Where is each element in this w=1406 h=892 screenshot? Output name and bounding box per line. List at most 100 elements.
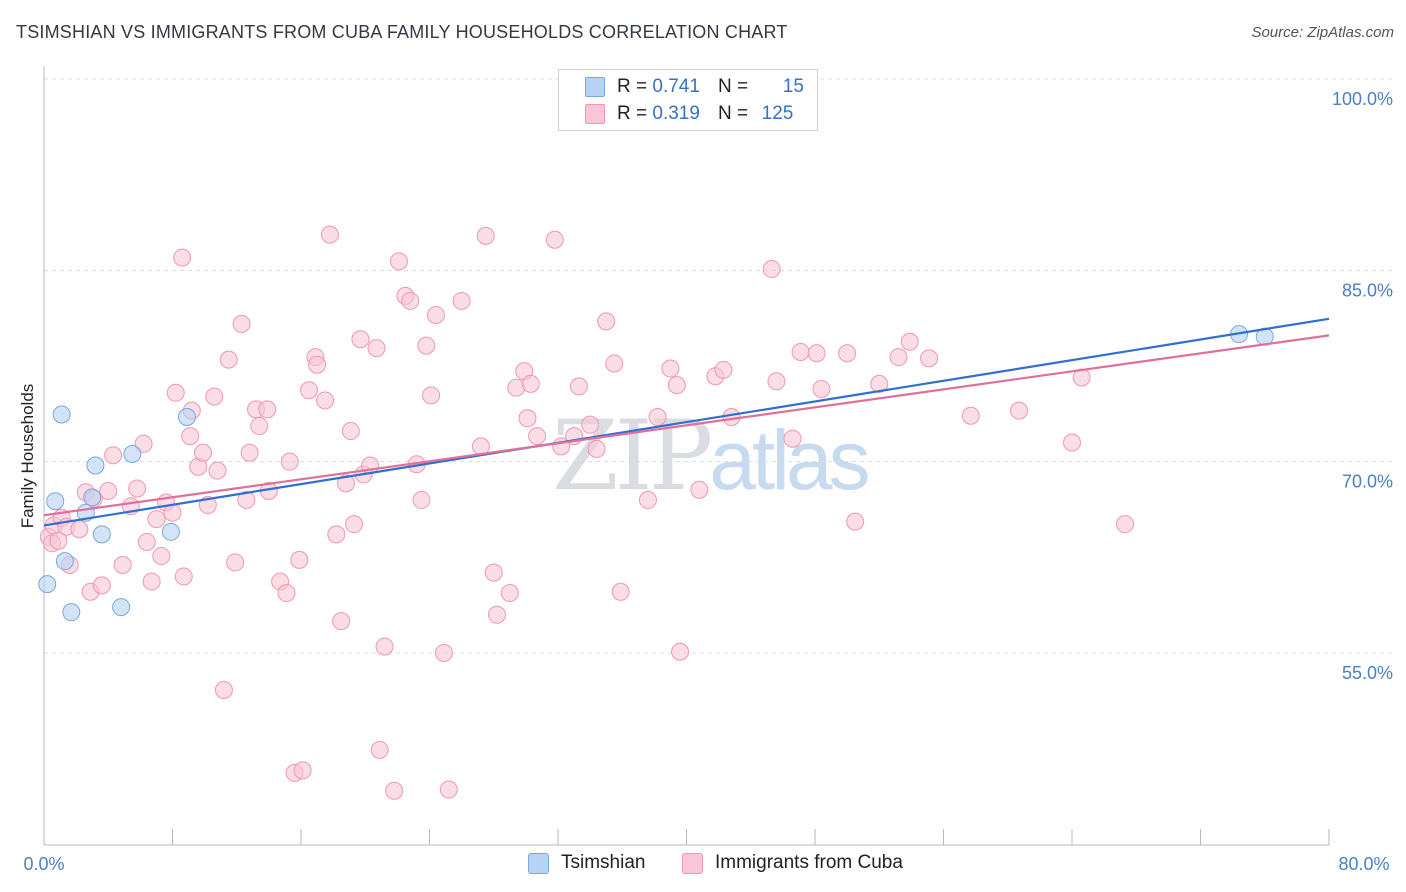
- source-label: Source: ZipAtlas.com: [1251, 24, 1394, 41]
- y-tick-label: 55.0%: [1342, 663, 1393, 683]
- cuba-point: [401, 291, 420, 310]
- cuba-point: [812, 379, 831, 398]
- cuba-point: [417, 336, 436, 355]
- cuba-point: [648, 408, 667, 427]
- cuba-point: [767, 372, 786, 391]
- cuba-point: [280, 452, 299, 471]
- cuba-point: [49, 531, 68, 550]
- cuba-point: [327, 525, 346, 544]
- cuba-point: [332, 612, 351, 631]
- cuba-point: [439, 780, 458, 799]
- cuba-point: [611, 582, 630, 601]
- cuba-point: [961, 406, 980, 425]
- cuba-point: [667, 376, 686, 395]
- tsimshian-point: [177, 408, 196, 427]
- cuba-point: [1063, 433, 1081, 452]
- cuba-point: [900, 332, 919, 351]
- cuba-point: [638, 490, 657, 509]
- cuba-point: [484, 563, 503, 582]
- cuba-point: [320, 225, 339, 244]
- cuba-point: [714, 360, 733, 379]
- cuba-point: [219, 350, 238, 369]
- cuba-point: [671, 642, 690, 661]
- cuba-point: [605, 354, 624, 373]
- cuba-point: [690, 480, 709, 499]
- y-tick-label: 70.0%: [1342, 472, 1393, 492]
- watermark: ZIPatlas: [552, 400, 871, 512]
- cuba-point: [293, 761, 312, 780]
- cuba-point: [194, 443, 213, 462]
- cuba-point: [250, 416, 269, 435]
- cuba-point: [521, 374, 540, 393]
- cuba-point: [1116, 515, 1135, 534]
- cuba-point: [290, 550, 309, 569]
- legend-row-tsimshian: R = 0.741 N = 15: [585, 75, 804, 99]
- y-tick-label: 85.0%: [1342, 280, 1393, 300]
- cuba-point: [104, 446, 123, 465]
- legend-item-cuba[interactable]: Immigrants from Cuba: [682, 852, 903, 874]
- cuba-point: [389, 252, 408, 271]
- legend-swatch-blue: [585, 77, 605, 97]
- cuba-point: [336, 474, 355, 493]
- tsimshian-point: [92, 525, 111, 544]
- cuba-point: [240, 443, 259, 462]
- legend-row-cuba: R = 0.319 N = 125: [585, 102, 793, 126]
- cuba-point: [597, 312, 616, 331]
- cuba-point: [422, 386, 441, 405]
- cuba-point: [1009, 401, 1028, 420]
- legend-swatch-pink: [585, 104, 605, 124]
- cuba-point: [226, 553, 245, 572]
- cuba-point: [545, 230, 564, 249]
- cuba-point: [518, 409, 537, 428]
- cuba-point: [351, 330, 370, 349]
- cuba-point: [375, 637, 394, 656]
- legend-swatch-pink: [682, 852, 703, 874]
- cuba-point: [70, 520, 89, 539]
- legend-r-value: 0.741: [652, 76, 700, 97]
- cuba-point: [147, 510, 166, 529]
- cuba-point: [722, 408, 741, 427]
- cuba-point: [205, 387, 224, 406]
- tsimshian-point: [46, 492, 65, 511]
- cuba-point: [113, 555, 132, 574]
- legend-n-label: N =: [717, 103, 749, 124]
- cuba-point: [838, 344, 857, 363]
- cuba-point: [277, 584, 296, 603]
- cuba-point: [367, 339, 386, 358]
- cuba-point: [791, 342, 810, 361]
- cuba-point: [341, 422, 360, 441]
- cuba-point: [587, 439, 606, 458]
- tsimshian-point: [38, 575, 57, 594]
- cuba-point: [316, 391, 335, 410]
- cuba-point: [137, 533, 156, 552]
- cuba-trendline: [43, 334, 1330, 517]
- watermark-atlas: atlas: [709, 413, 870, 507]
- cuba-point: [92, 576, 111, 595]
- x-tick-label: 80.0%: [1338, 854, 1389, 874]
- cuba-point: [661, 359, 680, 378]
- x-tick-label: 0.0%: [23, 854, 64, 874]
- legend-label: Immigrants from Cuba: [715, 852, 903, 873]
- cuba-point: [166, 383, 185, 402]
- legend-swatch-blue: [528, 852, 549, 874]
- cuba-point: [434, 644, 453, 662]
- cuba-point: [476, 226, 495, 245]
- cuba-point: [385, 781, 404, 800]
- cuba-point: [920, 349, 939, 368]
- cuba-point: [487, 605, 506, 624]
- series-legend: Tsimshian Immigrants from Cuba: [0, 852, 1406, 876]
- legend-item-tsimshian[interactable]: Tsimshian: [528, 852, 645, 874]
- cuba-point: [889, 348, 908, 367]
- cuba-point: [142, 572, 161, 591]
- legend-label: Tsimshian: [561, 852, 646, 873]
- cuba-point: [370, 740, 389, 759]
- tsimshian-point: [112, 598, 131, 617]
- cuba-point: [807, 344, 826, 363]
- tsimshian-point: [86, 456, 105, 475]
- tsimshian-point: [62, 603, 81, 622]
- cuba-point: [500, 584, 519, 603]
- legend-n-label: N =: [717, 76, 749, 97]
- legend-n-value: 15: [782, 76, 804, 97]
- cuba-point: [569, 377, 588, 396]
